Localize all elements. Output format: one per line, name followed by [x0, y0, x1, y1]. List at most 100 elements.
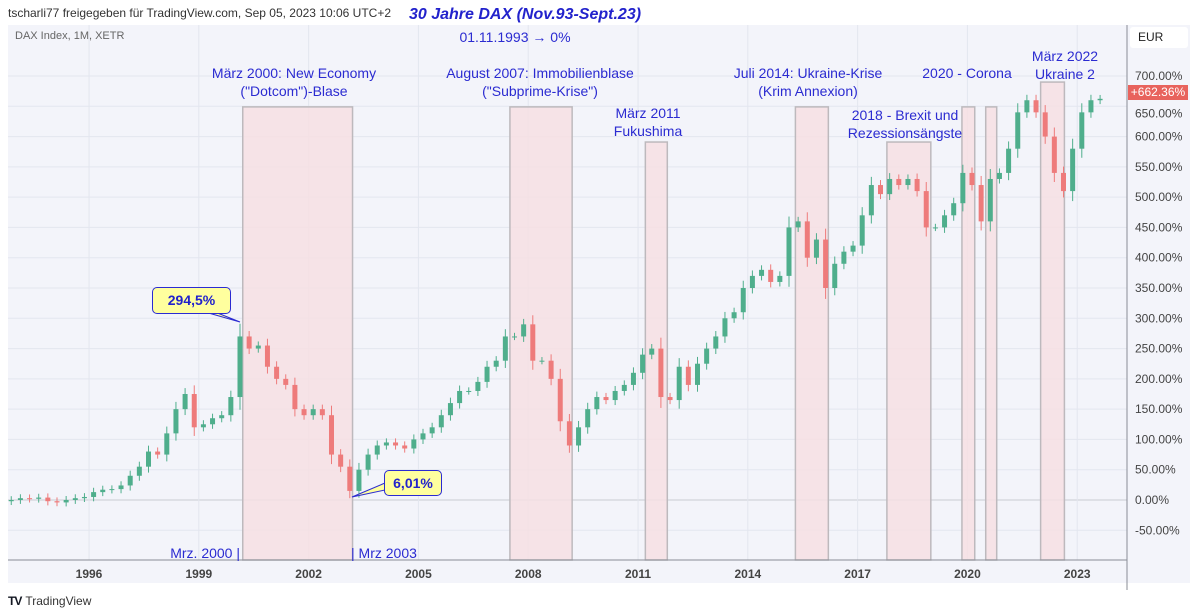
- callout-peak[interactable]: 294,5%: [152, 287, 231, 314]
- candle-body: [493, 360, 499, 367]
- candle-body: [1006, 148, 1012, 173]
- highlight-band: [794, 106, 830, 561]
- x-tick-label: 2020: [954, 567, 981, 581]
- callout-low-pointer: [351, 482, 386, 498]
- candle-body: [200, 424, 206, 428]
- candle-body: [649, 348, 655, 355]
- candle-body: [868, 185, 874, 216]
- y-tick-label: 300.00%: [1135, 311, 1183, 325]
- candle-body: [905, 178, 911, 186]
- candle-body: [118, 485, 124, 490]
- candle-body: [264, 345, 270, 367]
- candle-body: [923, 191, 929, 228]
- candle-body: [91, 492, 97, 497]
- y-tick-label: 250.00%: [1135, 342, 1183, 356]
- candle-body: [1079, 112, 1085, 149]
- candle-body: [100, 489, 106, 493]
- candle-body: [54, 501, 60, 503]
- range-end-mark: | Mrz 2003: [351, 545, 417, 561]
- annotation-line: März 2011: [615, 105, 681, 121]
- candle-body: [393, 442, 399, 446]
- candle-body: [795, 221, 801, 228]
- candle-body: [429, 427, 435, 434]
- highlight-band: [241, 106, 354, 561]
- candle-body: [640, 354, 646, 373]
- candle-body: [978, 185, 984, 222]
- candle-body: [877, 185, 883, 195]
- annotation-fukushima: März 2011 Fukushima: [614, 104, 682, 140]
- candle-body: [319, 409, 325, 416]
- tradingview-logo-icon: TV: [8, 594, 22, 608]
- annotation-dotcom: März 2000: New Economy ("Dotcom")-Blase: [212, 64, 376, 100]
- y-tick-label: 200.00%: [1135, 372, 1183, 386]
- annotation-line: August 2007: Immobilienblase: [446, 65, 634, 81]
- candle-body: [246, 336, 252, 349]
- chart-canvas[interactable]: 700.00% 650.00% 600.00% 550.00% 500.00% 450.0…: [0, 0, 1200, 590]
- candle-body: [576, 427, 582, 446]
- candle-body: [859, 215, 865, 246]
- y-tick-label: 150.00%: [1135, 402, 1183, 416]
- candle-body: [328, 415, 334, 455]
- y-tick-label: 50.00%: [1135, 463, 1176, 477]
- candle-body: [969, 172, 975, 186]
- y-tick-label: 400.00%: [1135, 251, 1183, 265]
- candle-body: [301, 409, 307, 416]
- symbol-info[interactable]: DAX Index, 1M, XETR: [15, 30, 125, 42]
- footer-brand: TradingView: [25, 594, 92, 608]
- annotation-line: Juli 2014: Ukraine-Krise: [733, 65, 883, 81]
- candle-body: [667, 397, 673, 401]
- chart-title: 30 Jahre DAX (Nov.93-Sept.23): [408, 6, 642, 23]
- y-tick-label: 700.00%: [1135, 69, 1183, 83]
- annotation-subprime: August 2007: Immobilienblase ("Subprime-K…: [446, 64, 634, 100]
- start-note: 01.11.1993 → 0%: [459, 29, 571, 45]
- annotation-line: 2020 - Corona: [922, 65, 1012, 81]
- candle-body: [557, 378, 563, 422]
- candle-body: [713, 336, 719, 349]
- candle-body: [1024, 100, 1030, 113]
- candle-body: [658, 348, 664, 398]
- candle-body: [45, 497, 51, 502]
- candle-body: [850, 245, 856, 252]
- candle-body: [603, 397, 609, 401]
- candle-body: [127, 475, 133, 486]
- annotation-ukraine-2022: März 2022 Ukraine 2: [1032, 47, 1098, 83]
- candle-body: [36, 497, 42, 499]
- footer[interactable]: TV TradingView: [8, 594, 91, 608]
- x-tick-label: 2005: [405, 567, 432, 581]
- candle-body: [676, 366, 682, 401]
- candle-body: [8, 500, 14, 502]
- candle-body: [942, 215, 948, 228]
- candle-body: [374, 445, 380, 455]
- candle-body: [740, 288, 746, 313]
- annotation-line: März 2022: [1031, 48, 1099, 64]
- candle-body: [136, 466, 142, 476]
- candle-body: [283, 378, 289, 385]
- candle-body: [17, 498, 23, 500]
- y-tick-label: 550.00%: [1135, 160, 1183, 174]
- candle-body: [612, 390, 618, 401]
- candle-body: [457, 390, 463, 404]
- y-tick-label: 650.00%: [1135, 106, 1183, 120]
- candle-body: [420, 433, 426, 440]
- callout-peak-pointer: [204, 311, 241, 323]
- candle-body: [63, 500, 69, 503]
- candle-body: [1042, 112, 1048, 137]
- candle-body: [768, 269, 774, 282]
- candle-body: [383, 442, 389, 446]
- candle-body: [292, 384, 298, 410]
- candle-body: [466, 390, 472, 392]
- y-tick-label: 450.00%: [1135, 220, 1183, 234]
- annotation-line: ("Subprime-Krise"): [482, 83, 598, 99]
- x-tick-label: 2008: [515, 567, 542, 581]
- candle-body: [694, 363, 700, 385]
- annotation-ukraine-2014: Juli 2014: Ukraine-Krise (Krim Annexion): [734, 64, 883, 100]
- currency-button[interactable]: EUR: [1130, 27, 1188, 48]
- candle-body: [704, 348, 710, 364]
- candle-body: [566, 421, 572, 446]
- candle-body: [511, 336, 517, 338]
- candle-body: [310, 409, 316, 416]
- candle-body: [255, 345, 261, 349]
- candle-body: [832, 263, 838, 289]
- callout-low[interactable]: 6,01%: [384, 470, 442, 496]
- candle-body: [228, 397, 234, 416]
